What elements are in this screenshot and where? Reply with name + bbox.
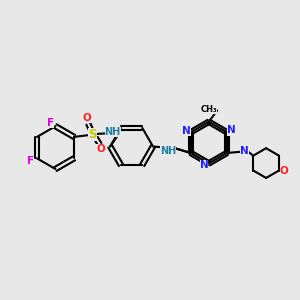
Text: N: N (240, 146, 249, 156)
Text: S: S (88, 128, 97, 141)
Text: N: N (227, 125, 236, 135)
Text: O: O (96, 144, 105, 154)
Text: N: N (182, 126, 191, 136)
Text: N: N (200, 160, 208, 170)
Text: NH: NH (104, 127, 121, 136)
Text: O: O (280, 166, 289, 176)
Text: CH₃: CH₃ (200, 105, 217, 114)
Text: F: F (46, 118, 54, 128)
Text: N: N (227, 126, 236, 136)
Text: F: F (27, 156, 34, 166)
Text: NH: NH (160, 146, 176, 156)
Text: O: O (83, 113, 92, 124)
